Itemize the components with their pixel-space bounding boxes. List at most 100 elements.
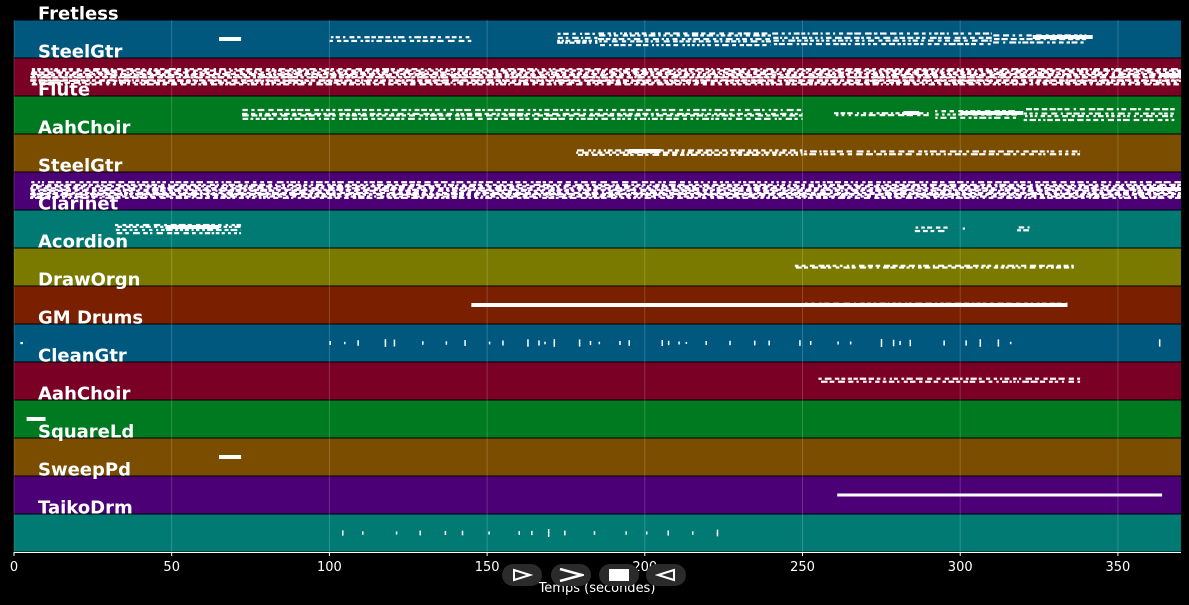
note: [431, 112, 435, 116]
note: [37, 181, 41, 184]
note: [1075, 37, 1080, 41]
note: [685, 81, 691, 84]
note: [201, 185, 205, 188]
note: [204, 71, 210, 74]
note: [1068, 195, 1075, 198]
note: [664, 81, 669, 84]
note: [193, 69, 198, 72]
note: [199, 193, 203, 196]
note: [846, 196, 851, 199]
note: [905, 153, 912, 156]
note: [782, 189, 788, 192]
note: [123, 79, 129, 82]
note: [783, 192, 788, 195]
note: [286, 181, 289, 184]
note: [743, 32, 751, 35]
note: [1106, 81, 1114, 84]
note: [651, 44, 655, 47]
track-label: Acordion: [38, 232, 128, 253]
note: [1026, 34, 1032, 37]
note: [1011, 266, 1016, 269]
note: [746, 151, 754, 154]
note: [258, 195, 262, 198]
note: [424, 79, 432, 82]
note: [332, 108, 336, 112]
note: [854, 32, 862, 35]
note: [458, 76, 463, 79]
note: [516, 183, 522, 186]
note: [1105, 83, 1111, 86]
note: [933, 76, 937, 79]
note: [988, 380, 993, 383]
note: [716, 189, 722, 192]
note: [1012, 34, 1016, 37]
note: [875, 76, 880, 79]
fast-forward-button[interactable]: [551, 564, 591, 586]
note: [488, 71, 494, 74]
note: [873, 42, 878, 46]
note: [834, 112, 839, 115]
note: [478, 69, 484, 72]
note: [1091, 192, 1098, 195]
note: [1023, 302, 1029, 305]
note: [377, 72, 381, 76]
note: [301, 193, 304, 196]
note: [897, 153, 903, 156]
note: [948, 380, 955, 383]
note: [92, 181, 99, 184]
note: [285, 69, 292, 72]
note: [983, 150, 987, 153]
note: [250, 192, 256, 195]
note: [665, 195, 671, 198]
note: [1111, 72, 1115, 76]
note: [576, 117, 579, 120]
note: [691, 44, 695, 47]
note: [794, 264, 799, 267]
note: [766, 196, 770, 199]
note: [533, 117, 539, 120]
note: [916, 112, 924, 115]
note: [950, 116, 957, 119]
note: [686, 196, 693, 199]
note: [1017, 380, 1020, 383]
note: [943, 188, 950, 191]
note: [937, 193, 941, 196]
note: [1163, 76, 1168, 79]
note: [126, 71, 130, 74]
note: [428, 187, 435, 190]
note: [1013, 181, 1018, 184]
note: [983, 83, 990, 86]
note: [351, 71, 359, 74]
note: [117, 189, 122, 192]
rewind-button[interactable]: [646, 564, 686, 586]
note: [614, 195, 618, 198]
note: [1003, 76, 1007, 79]
note: [1117, 112, 1125, 115]
note: [143, 223, 150, 227]
note: [362, 189, 368, 192]
note: [565, 181, 571, 184]
stop-button[interactable]: [599, 564, 639, 586]
note: [1138, 72, 1141, 76]
note: [929, 79, 932, 82]
note: [981, 187, 989, 190]
note: [979, 42, 984, 46]
note: [974, 187, 979, 190]
note: [239, 68, 245, 71]
note: [213, 71, 217, 74]
note: [532, 81, 538, 84]
note: [61, 191, 69, 195]
note: [839, 195, 846, 198]
x-tick-label: 300: [948, 560, 973, 575]
play-button[interactable]: [502, 564, 542, 586]
note: [228, 193, 235, 196]
note: [122, 223, 127, 227]
note: [725, 40, 730, 43]
note: [627, 37, 631, 41]
note: [707, 112, 711, 116]
note: [597, 108, 603, 112]
note: [381, 71, 389, 74]
note: [429, 108, 433, 112]
note: [333, 81, 339, 84]
note: [160, 196, 166, 199]
